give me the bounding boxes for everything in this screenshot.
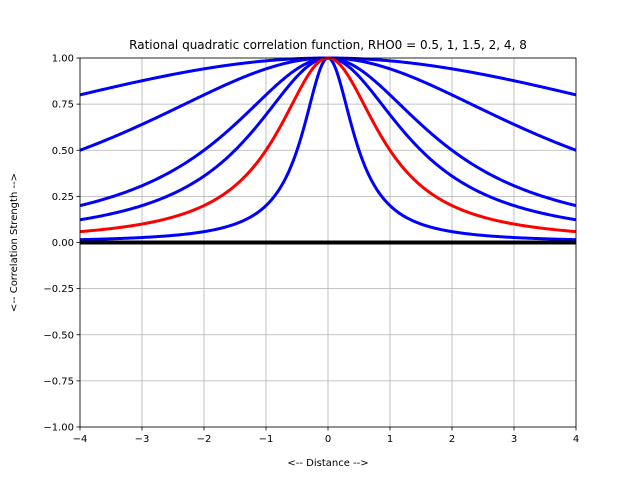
chart-title: Rational quadratic correlation function,…	[129, 38, 527, 52]
y-tick-label: 0.50	[52, 146, 74, 157]
x-tick-label: 4	[573, 434, 579, 445]
y-tick-label: 0.75	[52, 100, 74, 111]
y-tick-label: 0.25	[52, 192, 74, 203]
axis-ticks: −4 −3 −2 −1 0 1 2 3 4 −1.00 −0.75 −0.50 −0.25 0.00 0.2…	[43, 54, 579, 446]
y-tick-label: −0.50	[43, 330, 74, 341]
y-tick-label: −0.75	[43, 376, 74, 387]
y-axis-label: <-- Correlation Strength -->	[9, 173, 20, 312]
x-tick-label: −1	[259, 434, 274, 445]
x-tick-label: 3	[511, 434, 517, 445]
x-axis-label: <-- Distance -->	[287, 458, 368, 469]
y-tick-label: 0.00	[52, 238, 74, 249]
y-tick-label: 1.00	[52, 54, 74, 65]
x-tick-label: −3	[135, 434, 150, 445]
x-tick-label: 2	[449, 434, 455, 445]
x-tick-label: 0	[325, 434, 331, 445]
y-tick-label: −1.00	[43, 423, 74, 434]
x-tick-label: −2	[197, 434, 212, 445]
x-tick-label: 1	[387, 434, 393, 445]
x-tick-label: −4	[73, 434, 88, 445]
y-tick-label: −0.25	[43, 284, 74, 295]
